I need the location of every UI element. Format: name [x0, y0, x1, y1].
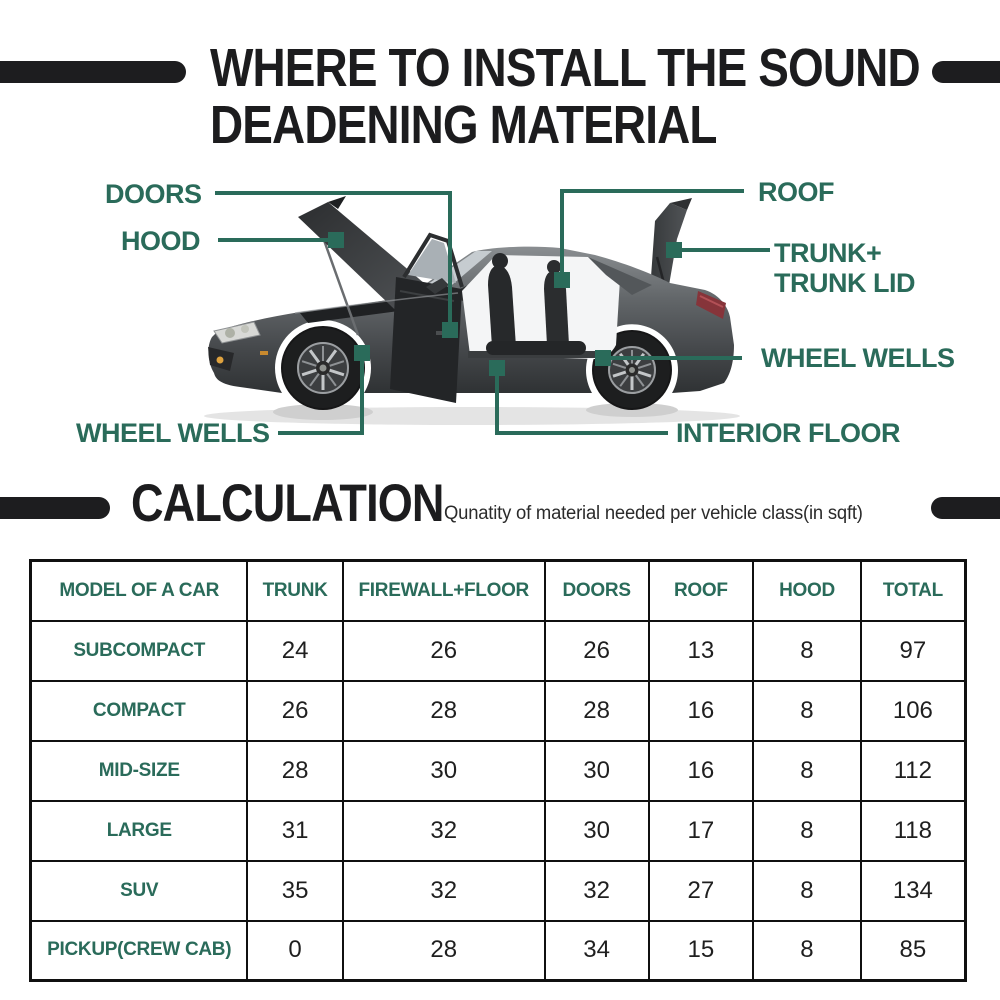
- table-header-total: TOTAL: [859, 559, 967, 622]
- row-value-cell: 32: [341, 799, 546, 862]
- row-value-cell: 27: [647, 859, 755, 922]
- row-value-cell: 30: [543, 799, 650, 862]
- front-grille: [208, 347, 268, 371]
- table-header-doors: DOORS: [543, 559, 650, 622]
- label-wheel-wells-left: WHEEL WELLS: [76, 418, 270, 448]
- label-interior-floor: INTERIOR FLOOR: [676, 418, 901, 448]
- row-value-cell: 13: [647, 619, 755, 682]
- row-value-cell: 32: [341, 859, 546, 922]
- row-value-cell: 16: [647, 679, 755, 742]
- table-header-hood: HOOD: [752, 559, 862, 622]
- row-value-cell: 28: [246, 739, 344, 802]
- page-title-line2: DEADENING MATERIAL: [210, 95, 717, 155]
- row-model-label: LARGE: [29, 799, 249, 862]
- row-value-cell: 134: [859, 859, 967, 922]
- row-value-cell: 26: [341, 619, 546, 682]
- row-value-cell: 112: [859, 739, 967, 802]
- table-header-trunk: TRUNK: [246, 559, 344, 622]
- row-value-cell: 26: [246, 679, 344, 742]
- open-door: [390, 232, 464, 403]
- row-value-cell: 26: [543, 619, 650, 682]
- front-wheel: [281, 326, 365, 410]
- row-model-label: SUBCOMPACT: [29, 619, 249, 682]
- row-value-cell: 32: [543, 859, 650, 922]
- label-trunk: TRUNK+ TRUNK LID: [774, 238, 915, 298]
- row-value-cell: 85: [859, 919, 967, 982]
- table-header-firewall-floor: FIREWALL+FLOOR: [341, 559, 546, 622]
- row-value-cell: 24: [246, 619, 344, 682]
- taillight: [696, 291, 726, 319]
- row-model-label: PICKUP(CREW CAB): [29, 919, 249, 982]
- row-value-cell: 8: [752, 739, 862, 802]
- page-title-line1: WHERE TO INSTALL THE SOUND: [210, 38, 921, 98]
- row-value-cell: 30: [543, 739, 650, 802]
- calc-left-bar: [0, 497, 110, 519]
- calculation-subtitle: Qunatity of material needed per vehicle …: [444, 503, 863, 524]
- table-header-row: MODEL OF A CAR TRUNK FIREWALL+FLOOR DOORS RO…: [29, 559, 967, 622]
- car-diagram: DOORS HOOD ROOF TRUNK+ TRUNK LID WHEEL W…: [0, 165, 1000, 470]
- label-wheel-wells-right: WHEEL WELLS: [761, 343, 955, 373]
- table-row: LARGE 31 32 30 17 8 118: [29, 799, 967, 862]
- row-value-cell: 97: [859, 619, 967, 682]
- row-value-cell: 0: [246, 919, 344, 982]
- row-value-cell: 31: [246, 799, 344, 862]
- row-value-cell: 28: [341, 919, 546, 982]
- calc-right-bar: [931, 497, 1000, 519]
- row-value-cell: 8: [752, 679, 862, 742]
- label-doors: DOORS: [105, 179, 202, 209]
- table-row: SUV 35 32 32 27 8 134: [29, 859, 967, 922]
- row-value-cell: 30: [341, 739, 546, 802]
- row-value-cell: 106: [859, 679, 967, 742]
- title-left-bar: [0, 61, 186, 83]
- table-header-roof: ROOF: [647, 559, 755, 622]
- calculation-table: MODEL OF A CAR TRUNK FIREWALL+FLOOR DOORS RO…: [29, 559, 967, 982]
- row-value-cell: 35: [246, 859, 344, 922]
- calculation-heading: CALCULATION: [131, 474, 444, 533]
- row-value-cell: 118: [859, 799, 967, 862]
- row-value-cell: 28: [543, 679, 650, 742]
- title-right-bar: [932, 61, 1000, 83]
- label-trunk-line2: TRUNK LID: [774, 268, 915, 298]
- row-value-cell: 34: [543, 919, 650, 982]
- row-model-label: SUV: [29, 859, 249, 922]
- row-value-cell: 28: [341, 679, 546, 742]
- row-value-cell: 17: [647, 799, 755, 862]
- row-value-cell: 8: [752, 799, 862, 862]
- row-value-cell: 15: [647, 919, 755, 982]
- row-value-cell: 16: [647, 739, 755, 802]
- label-hood: HOOD: [121, 226, 201, 256]
- row-value-cell: 8: [752, 919, 862, 982]
- row-value-cell: 8: [752, 619, 862, 682]
- row-value-cell: 8: [752, 859, 862, 922]
- car-illustration: [204, 196, 740, 425]
- table-row: COMPACT 26 28 28 16 8 106: [29, 679, 967, 742]
- table-header-model-of-a-car: MODEL OF A CAR: [29, 559, 249, 622]
- label-trunk-line1: TRUNK+: [774, 238, 882, 268]
- table-row: PICKUP(CREW CAB) 0 28 34 15 8 85: [29, 919, 967, 982]
- row-model-label: MID-SIZE: [29, 739, 249, 802]
- table-row: MID-SIZE 28 30 30 16 8 112: [29, 739, 967, 802]
- table-row: SUBCOMPACT 24 26 26 13 8 97: [29, 619, 967, 682]
- label-roof: ROOF: [758, 177, 835, 207]
- page-title: WHERE TO INSTALL THE SOUND DEADENING MAT…: [210, 38, 921, 155]
- row-model-label: COMPACT: [29, 679, 249, 742]
- cabin-interior: [462, 253, 620, 359]
